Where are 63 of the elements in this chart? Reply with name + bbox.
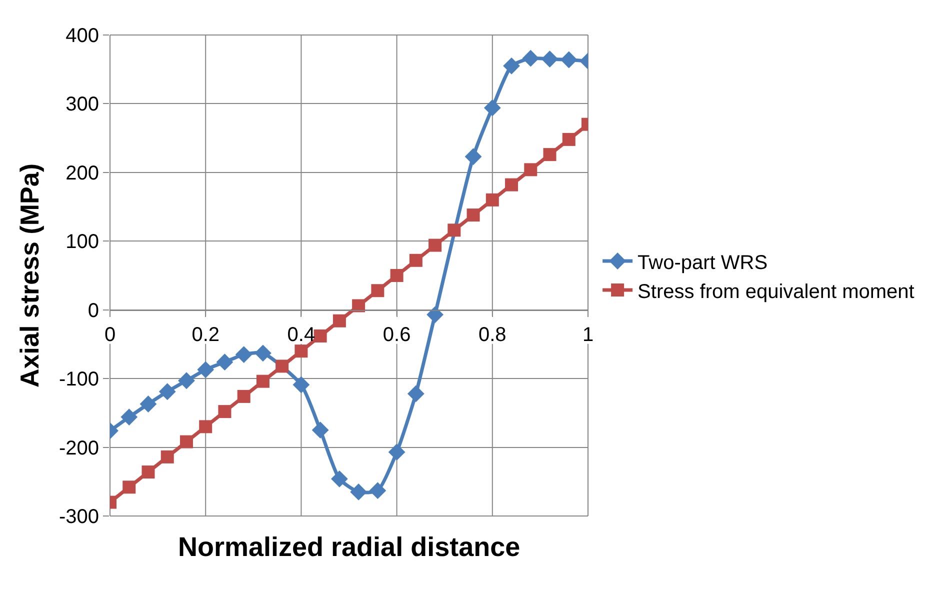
point — [235, 346, 252, 363]
y-axis-title: Axial stress (MPa) — [14, 164, 44, 388]
point — [464, 148, 482, 166]
x-tick-label: 0.8 — [478, 324, 506, 346]
x-tick-label: 0.2 — [192, 324, 220, 346]
point — [503, 57, 520, 74]
point — [352, 299, 366, 312]
point — [448, 224, 461, 237]
point — [560, 51, 578, 68]
point — [409, 254, 422, 267]
point — [505, 178, 518, 192]
point — [294, 344, 308, 358]
y-tick-label: 400 — [66, 25, 99, 47]
point — [330, 470, 348, 488]
point — [178, 372, 195, 390]
x-tick-label: 0.6 — [382, 324, 411, 346]
point — [350, 484, 368, 500]
y-tick-label: 200 — [66, 162, 99, 184]
point — [312, 422, 329, 439]
legend-label: Two-part WRS — [638, 252, 768, 274]
y-tick-label: -100 — [58, 368, 99, 391]
point — [314, 329, 327, 342]
y-tick-label: 300 — [66, 94, 99, 116]
point — [388, 444, 406, 461]
point — [541, 50, 558, 68]
point — [142, 466, 155, 479]
point — [276, 360, 289, 373]
point — [332, 314, 346, 328]
point — [180, 435, 193, 448]
point — [237, 390, 250, 403]
point — [199, 420, 212, 434]
point — [256, 374, 270, 388]
point — [254, 344, 272, 362]
point — [562, 132, 576, 146]
point — [390, 269, 404, 282]
point — [218, 405, 232, 418]
y-tick-label: 100 — [66, 231, 99, 254]
point — [426, 306, 444, 324]
point — [292, 376, 310, 394]
point — [484, 99, 501, 116]
point — [160, 450, 174, 464]
x-axis-title: Normalized radial distance — [178, 532, 520, 562]
point — [371, 284, 384, 298]
point — [122, 480, 136, 494]
point — [369, 482, 386, 500]
point — [428, 238, 442, 252]
point — [216, 354, 234, 371]
x-tick-label: 0 — [104, 324, 116, 346]
y-tick-label: 0 — [88, 300, 99, 322]
y-tick-label: -200 — [58, 437, 99, 460]
point — [543, 148, 556, 162]
point — [524, 163, 538, 176]
point — [466, 208, 480, 222]
point — [522, 50, 540, 67]
point — [197, 361, 214, 378]
point — [120, 408, 138, 426]
point — [140, 396, 157, 412]
point — [158, 383, 176, 400]
legend-label: Stress from equivalent moment — [638, 280, 915, 303]
point — [486, 193, 499, 206]
point — [407, 385, 424, 402]
y-tick-label: -300 — [58, 506, 99, 528]
x-tick-label: 1 — [582, 324, 594, 346]
